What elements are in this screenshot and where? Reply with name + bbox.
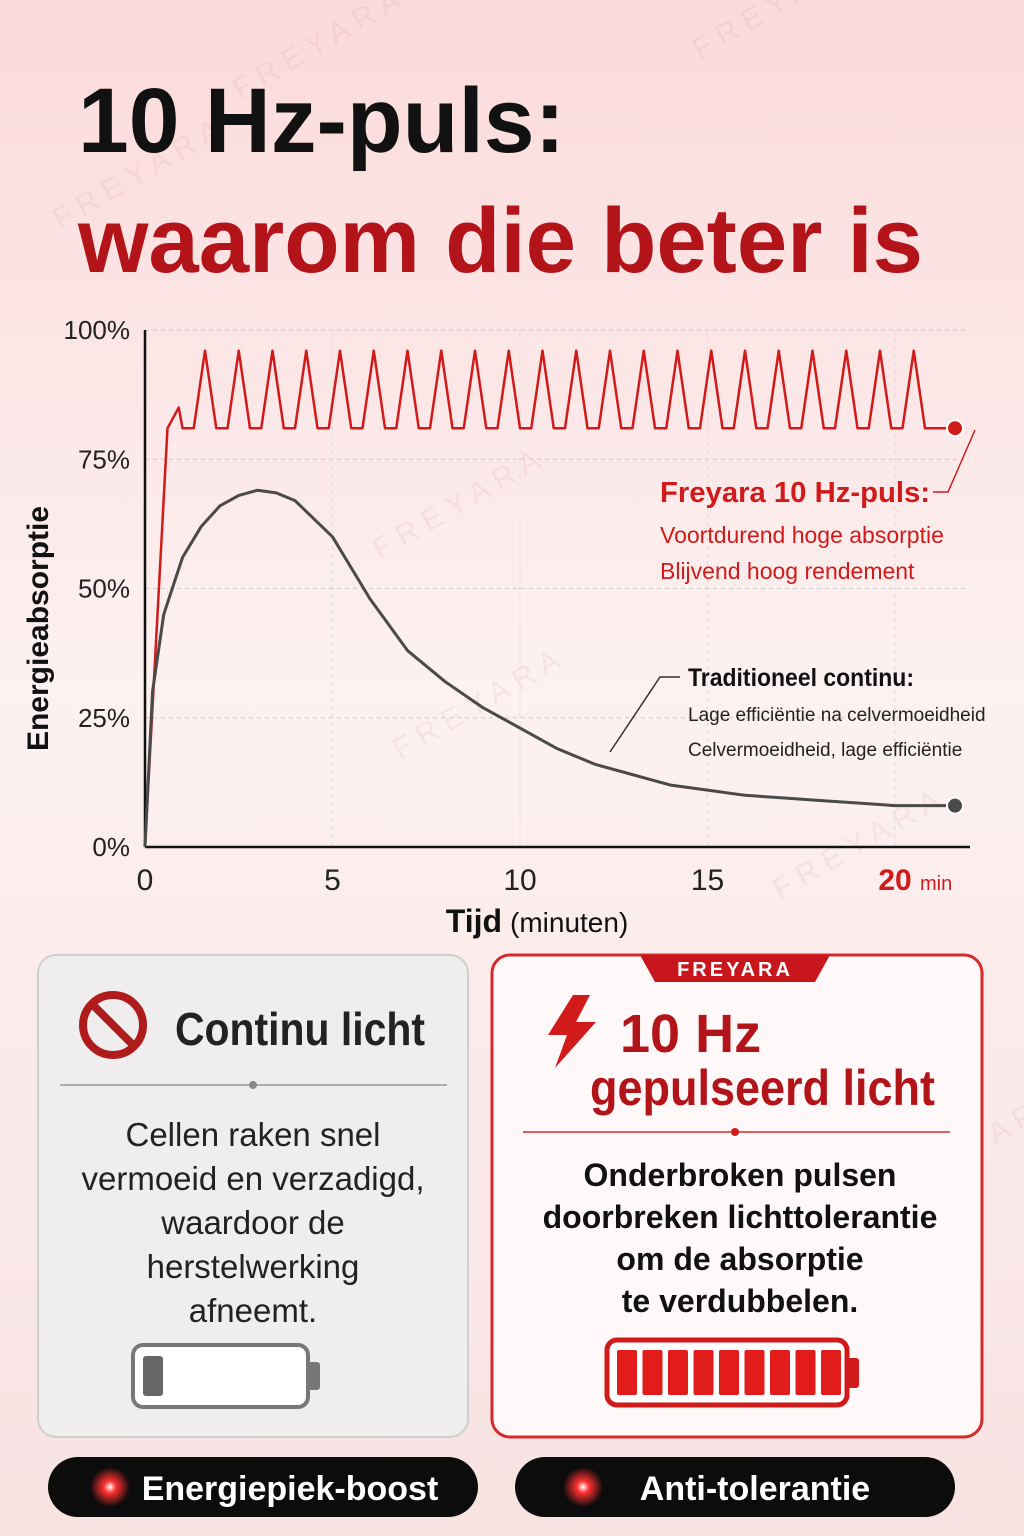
battery-level xyxy=(143,1356,163,1396)
battery-cell xyxy=(821,1350,841,1395)
subtitle: waarom die beter is xyxy=(77,190,923,292)
annotation: Blijvend hoog rendement xyxy=(660,558,915,584)
x-tick-label: 5 xyxy=(324,864,341,897)
battery-cell xyxy=(770,1350,790,1395)
x-tick-label: 10 xyxy=(503,864,536,897)
battery-cell xyxy=(668,1350,688,1395)
card-title: Continu licht xyxy=(175,1003,425,1055)
annotation: Celvermoeidheid, lage efficiëntie xyxy=(688,740,962,761)
annotation: Lage efficiëntie na celvermoeidheid xyxy=(688,705,986,726)
card-body: doorbreken lichttolerantie xyxy=(543,1199,938,1235)
leader xyxy=(933,429,976,493)
line xyxy=(143,349,955,848)
card-title: 10 Hz xyxy=(620,1004,761,1064)
leader xyxy=(609,676,680,753)
line xyxy=(143,488,955,848)
end-point xyxy=(946,796,964,815)
button-label[interactable]: Anti-tolerantie xyxy=(640,1470,870,1508)
card-body: waardoor de xyxy=(160,1204,344,1241)
y-tick-label: 100% xyxy=(64,315,131,345)
star xyxy=(563,1467,603,1507)
card-body: vermoeid en verzadigd, xyxy=(81,1160,424,1197)
badge-text: FREYARA xyxy=(677,959,793,981)
battery-cell xyxy=(693,1350,714,1395)
star xyxy=(90,1467,130,1507)
y-tick-label: 25% xyxy=(78,703,130,733)
y-tick-label: 0% xyxy=(92,832,130,862)
card xyxy=(37,954,469,1438)
end-point xyxy=(946,419,964,438)
button[interactable] xyxy=(48,1457,478,1517)
x-tick-label: 20 xyxy=(878,864,911,897)
card-body: Cellen raken snel xyxy=(126,1116,381,1153)
x-tick-label: 15 xyxy=(691,864,724,897)
annotation-title: Freyara 10 Hz-puls: xyxy=(660,477,930,509)
card-body: om de absorptie xyxy=(616,1241,863,1277)
badge xyxy=(640,955,830,982)
card-body: Onderbroken pulsen xyxy=(584,1157,897,1193)
annotation-title: Traditioneel continu: xyxy=(688,664,914,692)
icon xyxy=(79,991,147,1059)
battery-cell xyxy=(719,1350,739,1395)
x-tick-label: 0 xyxy=(137,864,154,897)
title: 10 Hz-puls: xyxy=(78,70,565,172)
card-body: te verdubbelen. xyxy=(622,1283,859,1319)
button[interactable] xyxy=(515,1457,955,1517)
battery-tip xyxy=(847,1358,859,1388)
y-tick-label: 50% xyxy=(78,574,130,604)
x-axis-unit: (minuten) xyxy=(510,907,628,938)
divider-dot xyxy=(249,1081,257,1089)
x-axis-label: Tijd xyxy=(446,903,502,939)
icon xyxy=(89,1001,137,1049)
card-title: gepulseerd licht xyxy=(590,1060,935,1116)
x-axis-label: Tijd (minuten) xyxy=(446,903,629,939)
y-axis-label: Energieabsorptie xyxy=(22,506,55,751)
button-label[interactable]: Energiepiek-boost xyxy=(142,1470,439,1508)
divider-dot xyxy=(731,1128,739,1136)
icon xyxy=(548,995,596,1068)
battery-cell xyxy=(795,1350,816,1395)
card-body: herstelwerking xyxy=(147,1248,360,1285)
card-body: afneemt. xyxy=(189,1292,317,1329)
y-tick-label: 75% xyxy=(78,444,130,474)
battery-tip xyxy=(308,1362,320,1390)
battery-cell xyxy=(744,1350,765,1395)
battery-cell xyxy=(642,1350,663,1395)
x-unit: min xyxy=(920,873,952,895)
annotation: Voortdurend hoge absorptie xyxy=(660,522,944,548)
battery-cell xyxy=(617,1350,637,1395)
